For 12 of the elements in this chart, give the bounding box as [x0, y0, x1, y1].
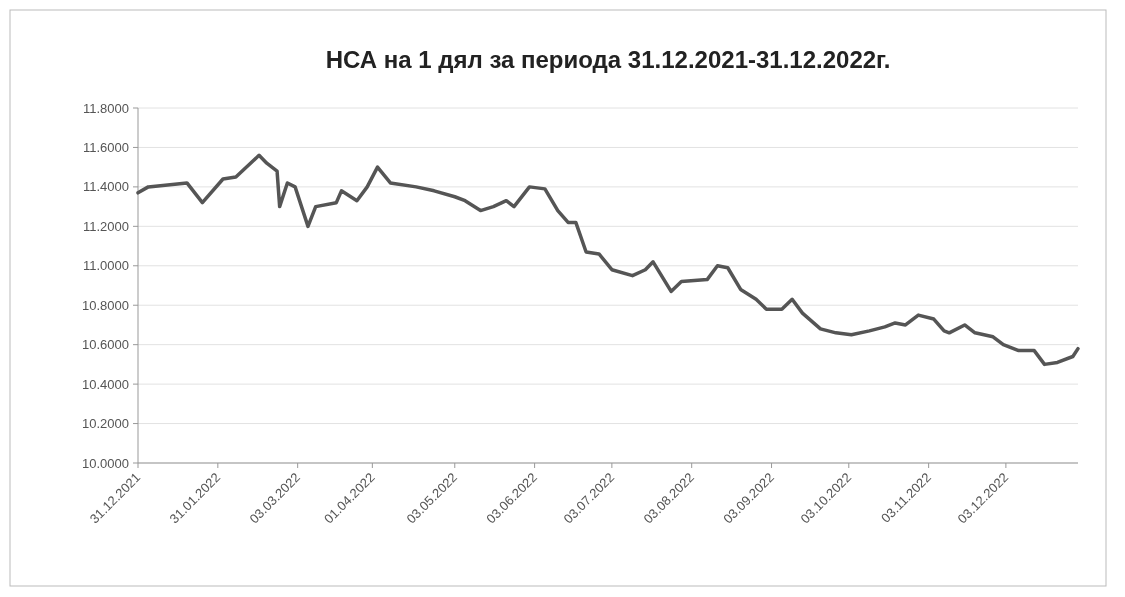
y-tick-label: 10.8000 — [82, 297, 129, 313]
y-tick-label: 11.0000 — [82, 258, 129, 274]
y-tick-label: 11.2000 — [82, 218, 129, 234]
chart-title: НСА на 1 дял за периода 31.12.2021-31.12.2022г. — [325, 46, 891, 73]
y-tick-label: 10.2000 — [82, 416, 129, 432]
y-tick-label: 10.0000 — [82, 455, 129, 471]
line-series — [136, 153, 1080, 367]
y-tick-label: 11.6000 — [82, 139, 129, 155]
y-tick-label: 10.4000 — [82, 376, 129, 392]
y-tick-label: 11.4000 — [82, 179, 129, 195]
y-tick-label: 10.6000 — [82, 337, 129, 353]
y-tick-label: 11.8000 — [82, 100, 129, 116]
